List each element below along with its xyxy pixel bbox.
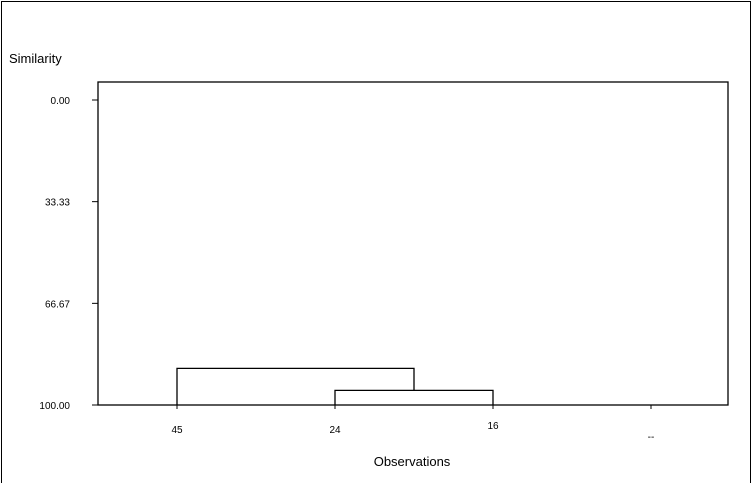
observation-label: 16 [487,421,499,432]
y-tick-label: 0.00 [51,96,71,107]
dendrogram-link [334,389,494,405]
dendrogram-link [176,367,415,405]
observation-label: 45 [171,425,183,436]
x-axis-label: Observations [374,454,451,469]
y-tick-label: 100.00 [39,401,70,412]
dendrogram-links [176,367,494,405]
y-axis-label: Similarity [9,51,62,66]
observation-label: -- [648,432,655,443]
observation-label: 24 [329,425,341,436]
x-ticks: 45 24 16 -- [171,405,654,443]
y-tick-label: 33.33 [45,198,70,209]
y-tick-label: 66.67 [45,299,70,310]
y-ticks: 0.00 33.33 66.67 100.00 [39,96,98,412]
plot-area [97,81,729,406]
